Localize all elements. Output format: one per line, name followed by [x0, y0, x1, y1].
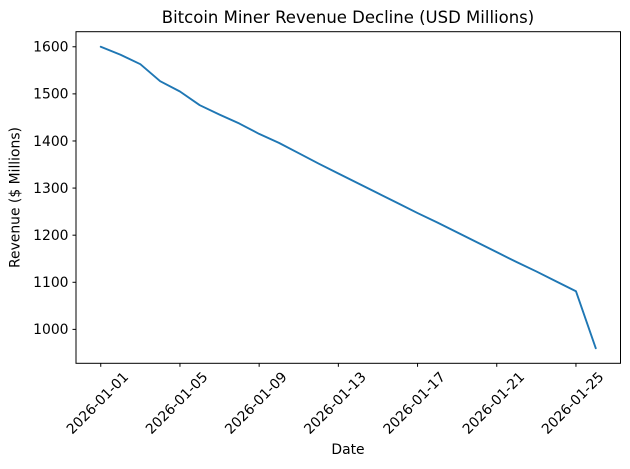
x-axis-label: Date — [331, 442, 364, 458]
y-tick-label: 1000 — [33, 322, 68, 338]
y-tick-label: 1300 — [33, 181, 68, 197]
y-tick-label: 1400 — [33, 134, 68, 150]
x-tick-label: 2026-01-05 — [143, 369, 211, 437]
x-tick-label: 2026-01-17 — [381, 369, 449, 437]
x-tick-label: 2026-01-13 — [301, 369, 369, 437]
axes-spines — [75, 31, 621, 364]
revenue-line — [99, 45, 597, 350]
chart-title: Bitcoin Miner Revenue Decline (USD Milli… — [162, 8, 534, 27]
y-tick-label: 1100 — [33, 275, 68, 291]
y-axis-label: Revenue ($ Millions) — [8, 127, 24, 268]
y-tick-label: 1200 — [33, 228, 68, 244]
x-tick-label: 2026-01-01 — [64, 369, 132, 437]
x-tick-label: 2026-01-25 — [539, 369, 607, 437]
y-tick-label: 1500 — [33, 87, 68, 103]
y-tick-label: 1600 — [33, 40, 68, 56]
x-tick-label: 2026-01-21 — [460, 369, 528, 437]
x-tick-label: 2026-01-09 — [222, 369, 290, 437]
